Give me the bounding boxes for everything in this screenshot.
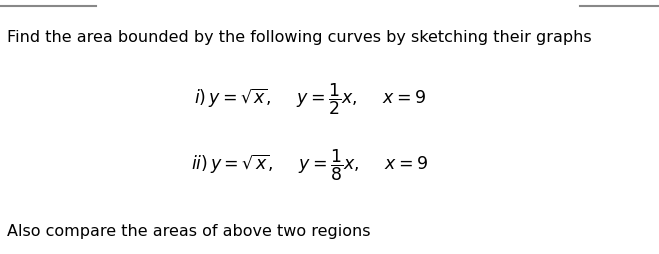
Text: $i)\, y = \sqrt{x},$    $y = \dfrac{1}{2}x,$    $x = 9$: $i)\, y = \sqrt{x},$ $y = \dfrac{1}{2}x,…	[194, 81, 426, 117]
Text: Find the area bounded by the following curves by sketching their graphs: Find the area bounded by the following c…	[7, 30, 591, 45]
Text: $ii)\, y = \sqrt{x},$    $y = \dfrac{1}{8}x,$    $x = 9$: $ii)\, y = \sqrt{x},$ $y = \dfrac{1}{8}x…	[191, 147, 428, 183]
Text: Also compare the areas of above two regions: Also compare the areas of above two regi…	[7, 224, 370, 239]
